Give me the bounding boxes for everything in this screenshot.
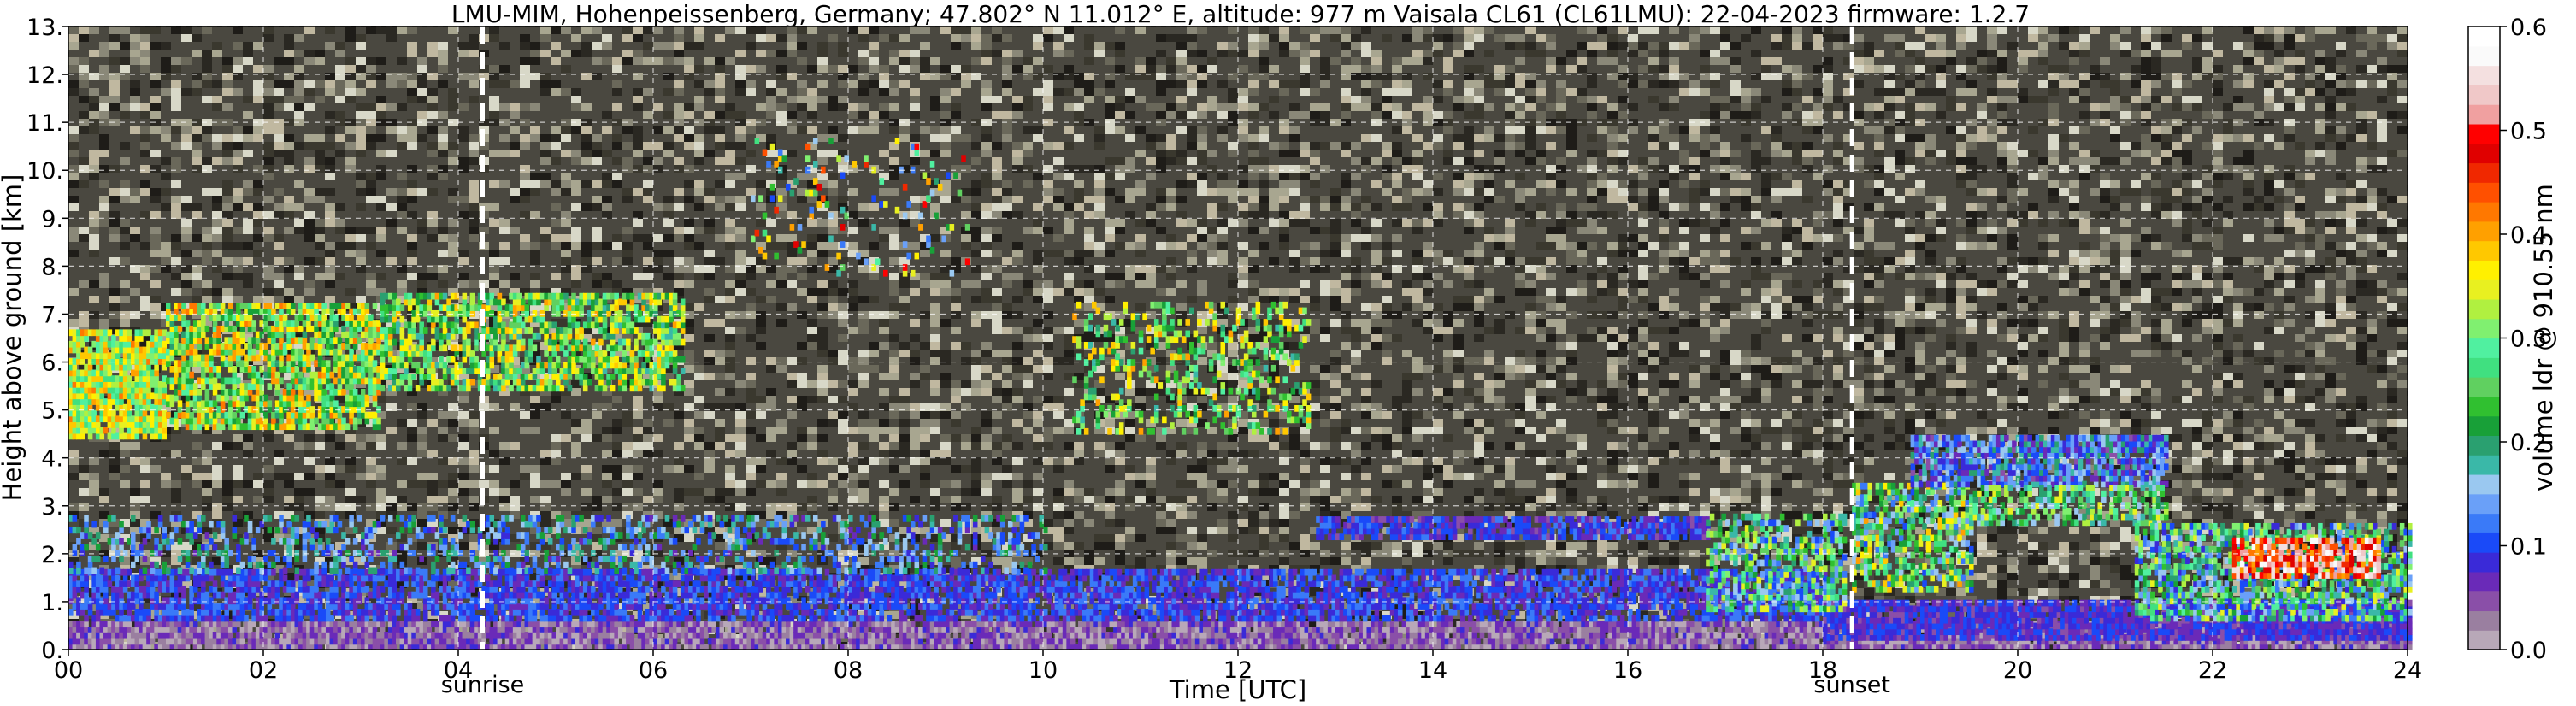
colorbar-segment <box>2468 26 2500 47</box>
colorbar-segment <box>2468 85 2500 105</box>
colorbar-segment <box>2468 396 2500 417</box>
x-axis-ticks: 00 02 04 06 08 10 12 14 16 18 20 22 24 <box>54 650 2422 684</box>
marker-label-sunrise: sunrise <box>441 672 525 698</box>
chart-title: LMU-MIM, Hohenpeissenberg, Germany; 47.8… <box>451 0 2030 28</box>
y-tick-label: 5. <box>41 398 63 425</box>
colorbar-segment <box>2468 240 2500 261</box>
colorbar-tick-label: 0.4 <box>2510 222 2547 249</box>
colorbar-segment <box>2468 455 2500 475</box>
colorbar-segment <box>2468 143 2500 164</box>
colorbar-segment <box>2468 415 2500 437</box>
colorbar-segment <box>2468 65 2500 85</box>
sun-marker-labels: sunrise sunset <box>441 672 1890 698</box>
colorbar-segment <box>2468 591 2500 612</box>
x-tick-label: 04 <box>444 657 473 684</box>
sun-markers <box>480 26 1854 650</box>
x-tick-label: 20 <box>2003 657 2032 684</box>
y-tick-label: 11. <box>27 110 63 137</box>
ldr-heatmap <box>68 26 2413 650</box>
y-tick-label: 10. <box>27 158 63 185</box>
x-tick-label: 12 <box>1223 657 1253 684</box>
colorbar-segment <box>2468 493 2500 515</box>
colorbar: 0.0 0.1 0.2 0.3 0.4 0.5 0.6 <box>2467 15 2547 664</box>
x-tick-label: 16 <box>1613 657 1642 684</box>
y-tick-label: 12. <box>27 62 63 89</box>
y-tick-label: 9. <box>41 206 63 232</box>
colorbar-segment <box>2468 182 2500 203</box>
colorbar-segment <box>2468 377 2500 397</box>
y-tick-label: 13. <box>27 15 63 41</box>
colorbar-segment <box>2468 162 2500 183</box>
colorbar-tick-label: 0.0 <box>2510 638 2547 664</box>
y-tick-label: 1. <box>41 590 63 616</box>
x-tick-label: 14 <box>1418 657 1447 684</box>
y-axis-ticks: 0. 1. 2. 3. 4. 5. 6. 7. 8. 9. 10. 11. 12. 13. <box>27 15 68 664</box>
colorbar-segment <box>2468 435 2500 456</box>
colorbar-segment <box>2468 202 2500 222</box>
colorbar-segment <box>2468 513 2500 533</box>
x-tick-label: 02 <box>249 657 278 684</box>
x-tick-label: 06 <box>639 657 668 684</box>
colorbar-segment <box>2468 260 2500 280</box>
x-tick-label: 00 <box>54 657 83 684</box>
colorbar-segment <box>2468 318 2500 339</box>
colorbar-label: volume ldr @ 910.55 nm <box>2529 184 2558 491</box>
y-tick-label: 3. <box>41 494 63 521</box>
colorbar-tick-label: 0.1 <box>2510 534 2547 561</box>
y-tick-label: 4. <box>41 446 63 473</box>
colorbar-segment <box>2468 338 2500 358</box>
colorbar-segment <box>2468 357 2500 378</box>
y-tick-label: 0. <box>41 638 63 664</box>
x-tick-label: 08 <box>834 657 863 684</box>
colorbar-segment <box>2468 630 2500 650</box>
colorbar-segment <box>2468 279 2500 300</box>
y-tick-label: 6. <box>41 350 63 377</box>
colorbar-segment <box>2468 571 2500 592</box>
colorbar-segment <box>2468 610 2500 631</box>
colorbar-segment <box>2468 45 2500 67</box>
colorbar-tick-label: 0.5 <box>2510 119 2547 145</box>
plot-area <box>68 26 2413 650</box>
y-tick-label: 2. <box>41 542 63 568</box>
colorbar-tick-label: 0.2 <box>2510 430 2547 456</box>
colorbar-segment <box>2468 552 2500 573</box>
y-tick-label: 7. <box>41 302 63 328</box>
x-tick-label: 22 <box>2198 657 2227 684</box>
colorbar-tick-label: 0.6 <box>2510 15 2547 41</box>
y-tick-label: 8. <box>41 254 63 280</box>
marker-label-sunset: sunset <box>1813 672 1890 698</box>
x-tick-label: 18 <box>1808 657 1837 684</box>
x-axis-label: Time [UTC] <box>1169 675 1306 704</box>
colorbar-segment <box>2468 532 2500 553</box>
colorbar-segment <box>2468 123 2500 144</box>
colorbar-segment <box>2468 221 2500 242</box>
x-tick-label: 10 <box>1029 657 1058 684</box>
colorbar-segment <box>2468 298 2500 320</box>
y-axis-label: Height above ground [km] <box>0 174 27 502</box>
x-tick-label: 24 <box>2393 657 2422 684</box>
colorbar-segment <box>2468 104 2500 125</box>
colorbar-segment <box>2468 474 2500 495</box>
colorbar-tick-label: 0.3 <box>2510 327 2547 353</box>
